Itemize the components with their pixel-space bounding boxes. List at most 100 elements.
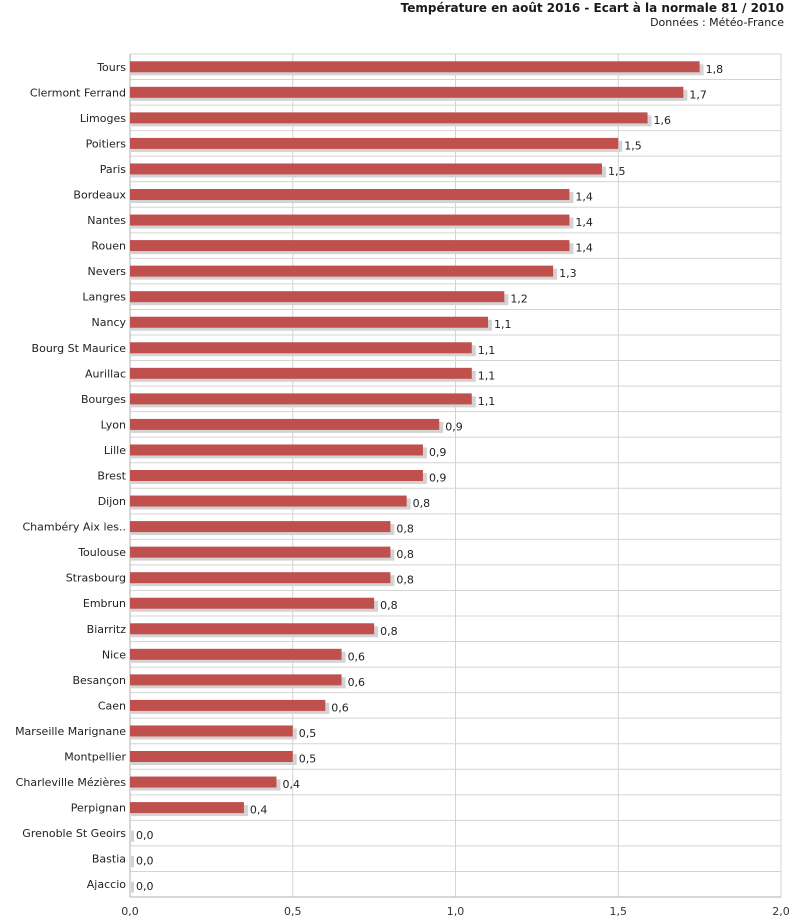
- bar: [130, 393, 472, 405]
- data-label: 0,9: [429, 472, 447, 485]
- chart-title: Température en août 2016 - Ecart à la no…: [400, 1, 784, 15]
- data-label: 1,1: [478, 369, 496, 382]
- category-label: Dijon: [98, 495, 126, 508]
- data-label: 1,4: [575, 191, 593, 204]
- category-label: Perpignan: [71, 802, 126, 815]
- bar: [130, 265, 554, 277]
- category-label: Nevers: [87, 265, 126, 278]
- category-label: Nice: [102, 648, 126, 661]
- bar: [130, 86, 684, 98]
- bar: [130, 674, 342, 686]
- data-label: 0,9: [445, 420, 463, 433]
- data-label: 0,6: [331, 701, 349, 714]
- category-label: Clermont Ferrand: [30, 86, 126, 99]
- data-label: 1,6: [654, 114, 672, 127]
- category-label: Brest: [97, 470, 126, 483]
- data-label: 0,6: [348, 650, 366, 663]
- category-label: Bourg St Maurice: [32, 342, 127, 355]
- category-label: Bourges: [81, 393, 126, 406]
- data-label: 0,8: [396, 548, 414, 561]
- category-label: Chambéry Aix les..: [22, 521, 126, 534]
- category-label: Caen: [98, 699, 126, 712]
- x-tick-label: 1,0: [447, 905, 465, 918]
- chart-subtitle: Données : Météo-France: [650, 16, 784, 29]
- bar: [130, 597, 375, 609]
- category-label: Montpellier: [64, 751, 126, 764]
- bar: [130, 546, 391, 558]
- bar: [130, 444, 423, 456]
- data-label: 1,2: [510, 293, 528, 306]
- data-label: 0,9: [429, 446, 447, 459]
- data-label: 1,1: [478, 395, 496, 408]
- bar-shadow: [131, 856, 134, 868]
- bar: [130, 112, 648, 124]
- category-label: Bordeaux: [73, 189, 126, 202]
- category-label: Marseille Marignane: [15, 725, 126, 738]
- category-label: Langres: [82, 291, 126, 304]
- category-label: Toulouse: [77, 546, 126, 559]
- bar: [130, 699, 326, 711]
- data-label: 1,5: [608, 165, 626, 178]
- data-label: 1,8: [706, 63, 724, 76]
- category-label: Nantes: [87, 214, 126, 227]
- bar: [130, 61, 700, 73]
- data-label: 0,0: [136, 855, 154, 868]
- data-label: 0,6: [348, 676, 366, 689]
- bar: [130, 623, 375, 635]
- category-label: Ajaccio: [87, 878, 126, 891]
- data-label: 0,8: [380, 599, 398, 612]
- bar: [130, 572, 391, 584]
- data-label: 0,4: [282, 778, 300, 791]
- data-label: 0,8: [413, 497, 431, 510]
- bar: [130, 418, 440, 430]
- bar: [130, 163, 602, 175]
- data-label: 0,8: [380, 625, 398, 638]
- category-label: Embrun: [83, 597, 126, 610]
- bar: [130, 291, 505, 303]
- bar: [130, 342, 472, 354]
- bar: [130, 214, 570, 226]
- data-label: 1,4: [575, 242, 593, 255]
- x-tick-label: 0,5: [284, 905, 302, 918]
- bar: [130, 316, 489, 328]
- bar: [130, 495, 407, 507]
- bar-shadow: [131, 881, 134, 893]
- category-label: Aurillac: [85, 367, 126, 380]
- category-label: Rouen: [91, 240, 126, 253]
- category-label: Charleville Mézières: [16, 776, 127, 789]
- category-label: Poitiers: [86, 137, 127, 150]
- category-label: Nancy: [92, 316, 127, 329]
- data-label: 1,1: [494, 318, 512, 331]
- bar: [130, 367, 472, 379]
- category-label: Lyon: [101, 418, 126, 431]
- data-label: 0,5: [299, 753, 317, 766]
- bar: [130, 776, 277, 788]
- category-label: Biarritz: [87, 623, 127, 636]
- bar: [130, 751, 293, 762]
- data-label: 0,5: [299, 727, 317, 740]
- data-label: 1,5: [624, 139, 642, 152]
- data-label: 1,4: [575, 216, 593, 229]
- data-label: 0,8: [396, 523, 414, 536]
- bar: [130, 648, 342, 660]
- bar: [130, 802, 244, 814]
- bar: [130, 137, 619, 149]
- bar: [130, 521, 391, 533]
- data-label: 0,4: [250, 804, 267, 817]
- category-label: Limoges: [80, 112, 126, 125]
- bar: [130, 725, 293, 737]
- category-label: Strasbourg: [66, 572, 126, 585]
- category-label: Besançon: [72, 674, 126, 687]
- data-label: 1,7: [689, 88, 707, 101]
- x-tick-label: 0,0: [121, 905, 139, 918]
- data-label: 0,0: [136, 880, 154, 893]
- category-label: Grenoble St Geoirs: [22, 827, 126, 840]
- bar: [130, 470, 423, 481]
- data-label: 1,1: [478, 344, 496, 357]
- bar-shadow: [131, 830, 134, 842]
- x-tick-label: 1,5: [610, 905, 628, 918]
- data-label: 1,3: [559, 267, 577, 280]
- bar: [130, 240, 570, 252]
- bar: [130, 189, 570, 200]
